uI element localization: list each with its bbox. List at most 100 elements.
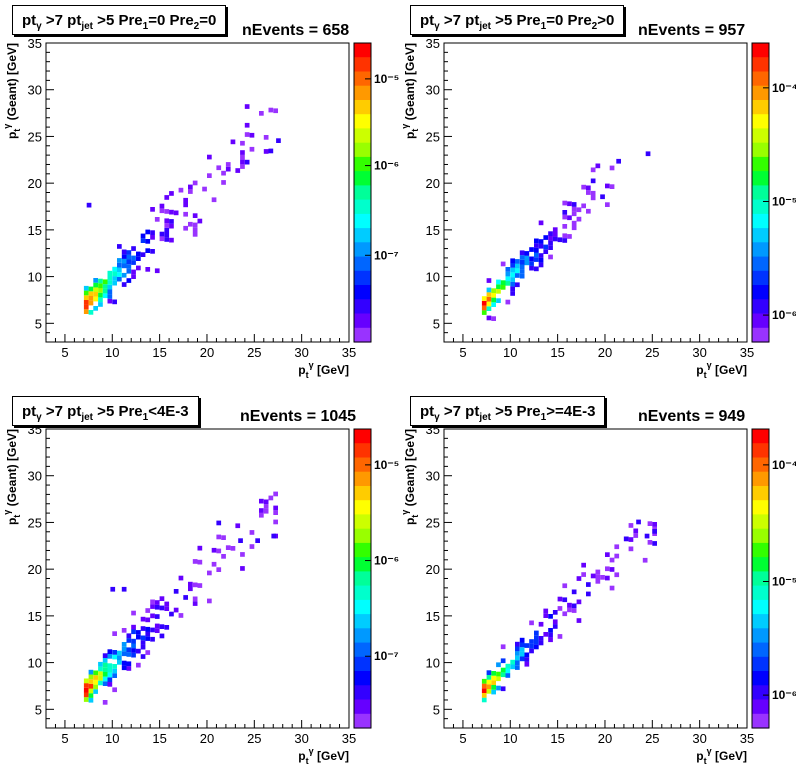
x-axis-label: ptγ [GeV] — [696, 360, 747, 380]
heatmap-cell — [150, 230, 155, 235]
heatmap-cell — [548, 254, 553, 260]
heatmap-cell — [515, 660, 520, 666]
heatmap-cell — [500, 644, 506, 650]
palette-band — [752, 142, 769, 158]
heatmap-cell — [93, 287, 98, 292]
heatmap-cell — [86, 202, 92, 208]
heatmap-cell — [562, 597, 568, 603]
heatmap-cell — [216, 520, 222, 526]
palette-tick-label: 10⁻⁶ — [374, 554, 399, 568]
heatmap-cell — [609, 165, 615, 171]
heatmap-cell — [652, 541, 657, 546]
heatmap-cell — [107, 672, 113, 678]
tb-mid2: >5 Pre — [93, 12, 143, 29]
heatmap-cell — [207, 154, 212, 160]
palette-band — [752, 685, 769, 701]
heatmap-cell — [98, 675, 103, 681]
heatmap-cell — [581, 562, 586, 568]
x-tick-label: 5 — [459, 345, 466, 360]
nevents-label-3: nEvents = 1045 — [240, 408, 357, 425]
heatmap-cell — [519, 273, 525, 279]
heatmap-cell — [500, 686, 506, 692]
palette-band — [354, 585, 371, 601]
palette-band — [752, 185, 769, 201]
heatmap-cell — [500, 261, 506, 267]
heatmap-cell — [529, 643, 534, 649]
heatmap-cell — [145, 267, 151, 272]
tb-mid2: >5 Pre — [491, 12, 541, 29]
y-tick-label: 30 — [426, 469, 440, 484]
palette-band — [354, 557, 371, 572]
heatmap-cell — [529, 639, 534, 644]
heatmap-cell — [557, 237, 563, 243]
heatmap-cell — [519, 642, 525, 648]
palette-band — [354, 156, 371, 172]
heatmap-cell — [519, 264, 525, 270]
heatmap-cell — [192, 601, 198, 606]
heatmap-cell — [548, 235, 553, 241]
heatmap-cell — [524, 643, 530, 648]
heatmap-cell — [230, 546, 236, 551]
palette-tick-label: 10⁻⁶ — [374, 159, 399, 173]
palette-band — [752, 528, 769, 544]
palette-band — [354, 114, 371, 129]
palette-band — [354, 486, 371, 501]
heatmap-cell — [519, 647, 525, 652]
x-tick-label: 35 — [740, 345, 754, 360]
heatmap-cell — [240, 154, 245, 160]
heatmap-cell — [121, 628, 127, 633]
nevents-label-4: nEvents = 949 — [638, 408, 746, 425]
y-tick-label: 5 — [433, 702, 440, 717]
heatmap-cell — [240, 140, 245, 146]
heatmap-cell — [510, 664, 515, 670]
heatmap-cell — [126, 250, 132, 255]
heatmap-cell — [188, 184, 193, 190]
palette-band — [752, 213, 769, 229]
y-tick-label: 5 — [433, 316, 440, 331]
heatmap-cell — [500, 285, 506, 290]
heatmap-cell — [131, 246, 136, 251]
heatmap-cell — [131, 643, 136, 649]
heatmap-cell — [645, 151, 651, 157]
heatmap-cell — [136, 265, 141, 271]
x-tick-label: 20 — [598, 345, 612, 360]
tb-tail: >0 — [597, 12, 615, 29]
heatmap-cell — [567, 215, 572, 221]
heatmap-cell — [131, 274, 136, 279]
heatmap-cell — [112, 631, 117, 636]
heatmap-cell — [586, 582, 591, 587]
heatmap-cell — [102, 653, 108, 658]
heatmap-cell — [505, 276, 511, 282]
heatmap-cell — [83, 692, 89, 698]
tb-mid2: >5 Pre — [93, 403, 143, 420]
heatmap-cell — [496, 284, 501, 289]
heatmap-cell — [88, 300, 94, 306]
heatmap-cell — [268, 148, 274, 154]
palette-band — [752, 114, 769, 129]
heatmap-cells — [83, 104, 281, 315]
palette-band — [752, 571, 769, 587]
heatmap-cell — [169, 223, 174, 229]
heatmap-cell — [586, 591, 591, 597]
heatmap-cell — [647, 540, 653, 545]
heatmap-cell — [136, 634, 141, 640]
palette-band — [752, 128, 769, 144]
heatmap-cell — [486, 679, 492, 685]
heatmap-cell — [225, 162, 231, 167]
heatmap-cell — [150, 613, 155, 619]
heatmap-cell — [538, 621, 544, 627]
palette-band — [752, 628, 769, 644]
palette-band — [354, 142, 371, 158]
heatmap-cell — [98, 302, 103, 307]
palette-band — [752, 85, 769, 101]
palette-band — [752, 256, 769, 272]
heatmap-cell — [500, 672, 506, 678]
heatmap-cell — [164, 606, 170, 611]
heatmap-cell — [121, 258, 127, 264]
heatmap-cell — [145, 636, 151, 641]
heatmap-cell — [164, 218, 170, 224]
heatmap-cell — [600, 194, 605, 200]
heatmap-cell — [562, 214, 568, 220]
heatmap-cell — [636, 519, 641, 525]
